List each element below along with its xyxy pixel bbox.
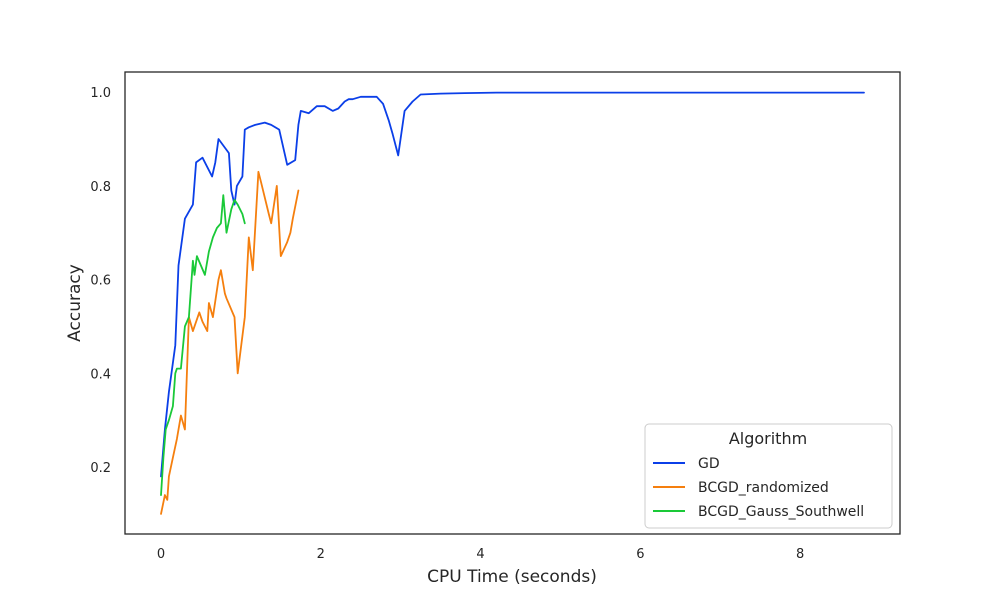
legend-label: GD [698, 456, 720, 472]
x-tick-label: 2 [317, 547, 325, 562]
x-tick-label: 0 [157, 547, 165, 562]
plot-frame [124, 71, 901, 535]
y-axis-title: Accuracy [65, 264, 85, 342]
legend-box [644, 423, 893, 529]
y-ticks: 0.2 0.4 0.6 0.8 1.0 [90, 86, 111, 476]
series-line-bcgd-gauss-southwell [160, 194, 246, 497]
legend-label: BCGD_randomized [698, 480, 829, 496]
y-tick-label: 0.4 [90, 367, 111, 382]
legend-title: Algorithm [729, 429, 807, 448]
y-tick-label: 1.0 [90, 86, 111, 101]
series-line-bcgd-randomized [160, 170, 300, 515]
series-layer [160, 91, 865, 515]
legend: Algorithm GD BCGD_randomized BCGD_Gauss_So… [644, 423, 893, 529]
series-line-gd [160, 91, 865, 478]
y-tick-label: 0.2 [90, 461, 111, 476]
x-ticks: 0 2 4 6 8 [157, 547, 804, 562]
legend-items: GD BCGD_randomized BCGD_Gauss_Southwell [653, 456, 864, 520]
legend-label: BCGD_Gauss_Southwell [698, 504, 864, 520]
x-tick-label: 4 [476, 547, 484, 562]
y-tick-label: 0.8 [90, 180, 111, 195]
x-tick-label: 6 [636, 547, 644, 562]
y-tick-label: 0.6 [90, 274, 111, 289]
x-axis-title: CPU Time (seconds) [427, 567, 597, 587]
x-tick-label: 8 [796, 547, 804, 562]
